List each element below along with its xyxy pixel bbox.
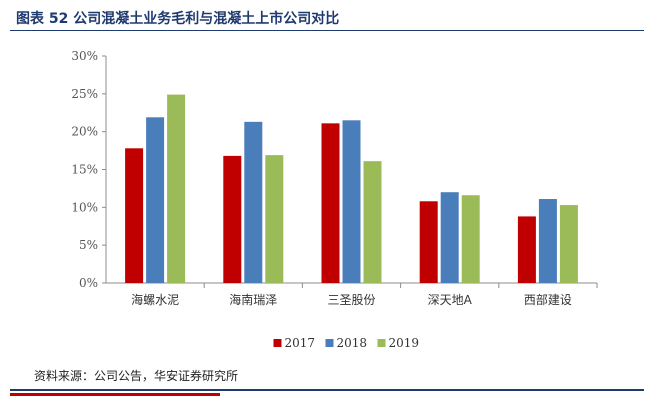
title-rule [10,30,644,31]
legend-swatch-2018 [325,339,334,347]
bar-2018 [440,192,459,283]
legend-label: 2019 [389,336,420,350]
legend-label: 2018 [337,336,368,350]
footer-accent-band [10,393,220,396]
chart-title: 图表 52 公司混凝土业务毛利与混凝土上市公司对比 [16,11,340,27]
bar-2018 [342,120,361,283]
x-tick-label: 海螺水泥 [131,292,179,307]
footer-rule [10,389,644,391]
bar-2018 [146,117,165,283]
y-tick-label: 25% [71,87,98,101]
y-tick-label: 0% [79,276,98,290]
x-tick-label: 深天地A [428,293,473,307]
source-note: 资料来源：公司公告，华安证券研究所 [34,369,239,383]
bar-2017 [125,148,144,283]
x-tick-label: 海南瑞泽 [229,292,277,307]
x-tick-label: 西部建设 [524,292,572,307]
bar-2019 [265,155,284,283]
y-tick-label: 10% [71,200,98,214]
bar-2019 [363,161,382,283]
legend-label: 2017 [285,336,316,350]
bar-2017 [321,123,340,284]
legend-swatch-2019 [377,339,386,347]
bar-2017 [223,155,242,283]
bar-2017 [419,201,438,283]
bar-2018 [538,199,557,283]
bar-2019 [167,94,186,283]
legend-swatch-2017 [273,339,282,347]
bar-2019 [461,195,480,283]
bar-2018 [244,121,263,283]
bar-2017 [517,216,536,283]
y-tick-label: 30% [71,49,98,63]
y-tick-label: 5% [79,238,98,252]
bar-2019 [559,205,578,283]
y-tick-label: 15% [71,163,98,177]
x-tick-label: 三圣股份 [327,293,375,307]
y-tick-label: 20% [71,125,98,139]
